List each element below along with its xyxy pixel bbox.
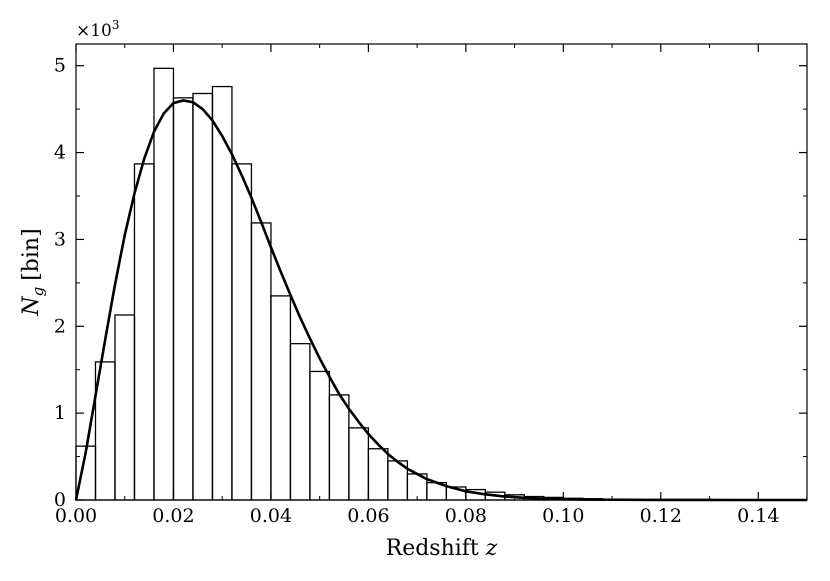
ticks-layer: 0.00 0.02 0.04 0.06 0.08 0.10 0.12 0.14 0 1 2 3 4 5 <box>54 44 807 527</box>
histogram-bar <box>172 97 194 501</box>
histogram-bar <box>192 92 214 501</box>
x-axis-label: Redshift z <box>386 536 498 561</box>
histogram-layer <box>75 67 798 501</box>
histogram-bar <box>270 295 292 501</box>
y-tick-label: 2 <box>54 315 66 337</box>
y-tick-label: 4 <box>54 142 66 164</box>
x-tick-label: 0.00 <box>55 505 97 527</box>
x-tick-label: 0.02 <box>152 505 194 527</box>
y-axis-label: Ng[bin] <box>19 228 47 316</box>
histogram-bar <box>231 163 253 501</box>
fit-curve-line <box>74 99 807 502</box>
histogram-bar <box>114 314 136 501</box>
x-tick-label: 0.06 <box>347 505 389 527</box>
y-tick-label: 3 <box>54 228 66 250</box>
x-tick-label: 0.14 <box>737 505 779 527</box>
y-axis-multiplier: ×103 <box>76 18 120 41</box>
histogram-bar <box>133 163 155 501</box>
x-tick-label: 0.08 <box>445 505 487 527</box>
y-tick-label: 1 <box>54 402 66 424</box>
y-tick-label: 5 <box>54 55 66 77</box>
x-tick-label: 0.12 <box>640 505 682 527</box>
histogram-bar <box>348 427 370 501</box>
histogram-bar <box>250 222 272 501</box>
histogram-bar <box>309 370 331 501</box>
histogram-bar <box>328 394 350 501</box>
y-tick-label: 0 <box>54 489 66 511</box>
x-tick-label: 0.10 <box>542 505 584 527</box>
histogram-bar <box>367 448 389 501</box>
plot-frame <box>75 43 808 501</box>
histogram-bar <box>153 67 175 501</box>
x-tick-label: 0.04 <box>250 505 292 527</box>
histogram-bar <box>289 343 311 501</box>
